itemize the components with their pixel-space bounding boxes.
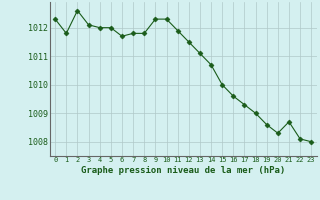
X-axis label: Graphe pression niveau de la mer (hPa): Graphe pression niveau de la mer (hPa) [81,166,285,175]
